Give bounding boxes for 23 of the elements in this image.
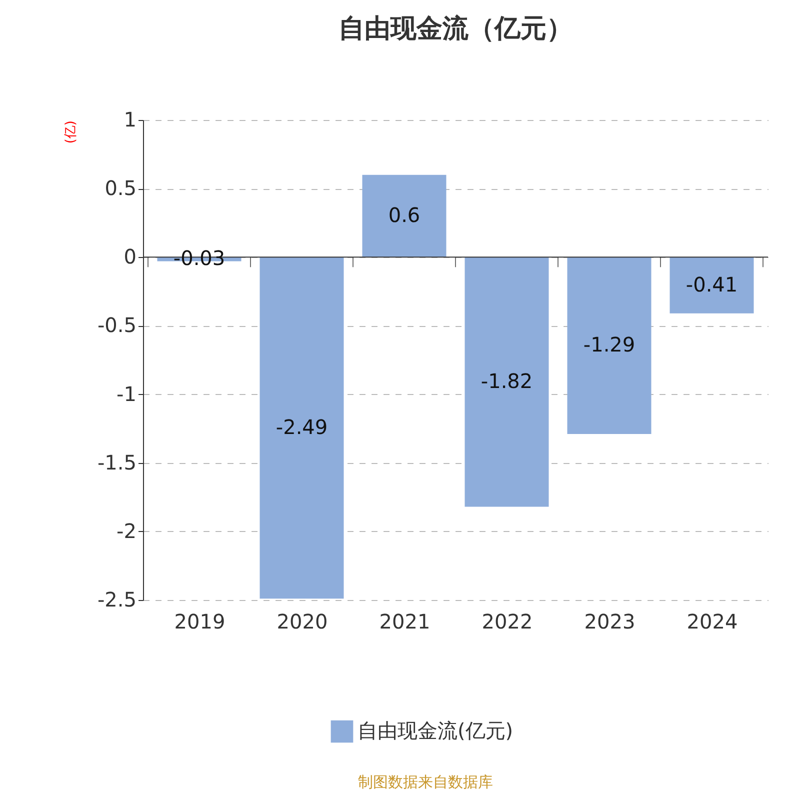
data-label: -1.82	[480, 368, 533, 393]
y-tick-label: 1	[124, 108, 136, 132]
data-label: -2.49	[276, 414, 328, 439]
y-axis-title: (亿)	[63, 120, 78, 144]
x-tick-label: 2021	[379, 610, 430, 634]
legend-label: 自由现金流(亿元)	[358, 718, 514, 742]
chart-title: 自由现金流（亿元）	[338, 14, 572, 44]
y-tick-label: -2	[116, 518, 136, 543]
y-tick-label: -2.5	[97, 588, 136, 612]
x-tick-label: 2019	[174, 610, 226, 634]
data-label: -0.41	[686, 272, 738, 296]
y-tick-label: 0.5	[104, 176, 136, 200]
x-tick-label: 2022	[482, 610, 533, 634]
y-tick-label: -0.5	[97, 313, 136, 338]
y-tick-label: -1.5	[97, 450, 136, 474]
x-tick-label: 2020	[276, 610, 328, 634]
data-label: -1.29	[583, 332, 636, 357]
y-tick-label: -1	[116, 382, 136, 406]
x-tick-label: 2023	[584, 610, 636, 634]
y-tick-label: 0	[124, 244, 136, 269]
data-label: 0.6	[388, 203, 420, 227]
text: 制图数据来自数据库	[358, 773, 493, 791]
x-tick-label: 2024	[686, 610, 738, 634]
